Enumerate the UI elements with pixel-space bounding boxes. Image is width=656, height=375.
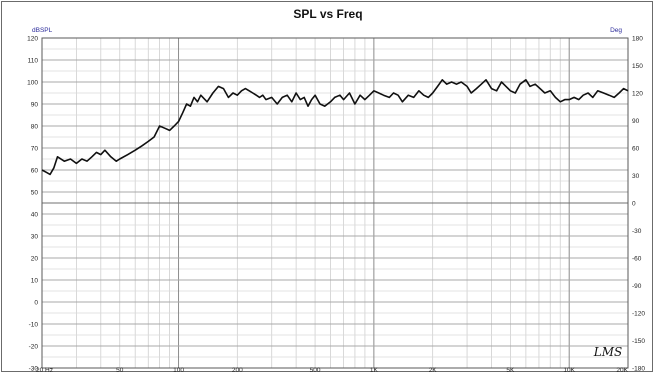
right-axis-unit: Deg bbox=[610, 27, 622, 34]
y-left-tick-label: 110 bbox=[28, 57, 39, 64]
y-right-tick-label: -90 bbox=[632, 283, 642, 290]
x-tick-label: 20K bbox=[616, 367, 628, 373]
x-tick-label: 10K bbox=[563, 367, 575, 373]
lms-logo: LMS bbox=[593, 345, 622, 359]
y-right-tick-label: -150 bbox=[632, 338, 645, 345]
y-right-tick-label: 150 bbox=[632, 63, 643, 70]
y-right-tick-label: -120 bbox=[632, 310, 645, 317]
spl-curve bbox=[41, 79, 629, 176]
y-left-tick-label: 50 bbox=[31, 189, 39, 196]
y-left-tick-label: 10 bbox=[31, 277, 39, 284]
y-axis-right-ticks: 180 150 120 90 60 30 0 -30 -60 -90 -120 -150 -180 bbox=[632, 35, 645, 372]
x-tick-label: 1K bbox=[370, 367, 379, 373]
y-right-tick-label: -180 bbox=[632, 365, 645, 372]
x-axis-ticks: 20 Hz 50 100 200 500 1K 2K 5K 10K 20K bbox=[36, 367, 629, 373]
x-tick-label: 5K bbox=[506, 367, 515, 373]
chart-title: SPL vs Freq bbox=[293, 7, 362, 21]
y-left-tick-label: 20 bbox=[31, 255, 39, 262]
x-tick-label: 2K bbox=[429, 367, 438, 373]
plot-area bbox=[41, 37, 629, 369]
x-tick-label: 50 bbox=[116, 367, 124, 373]
x-tick-label: 100 bbox=[173, 367, 184, 373]
y-left-tick-label: 90 bbox=[31, 101, 39, 108]
y-left-tick-label: -20 bbox=[29, 343, 39, 350]
grid-major bbox=[42, 38, 628, 368]
y-left-tick-label: 120 bbox=[27, 35, 38, 42]
y-left-tick-label: -30 bbox=[29, 365, 39, 372]
y-right-tick-label: 90 bbox=[632, 118, 640, 125]
y-right-tick-label: 60 bbox=[632, 145, 640, 152]
y-right-tick-label: 180 bbox=[632, 35, 643, 42]
x-tick-label: 20 Hz bbox=[36, 367, 53, 373]
y-right-tick-label: -30 bbox=[632, 228, 642, 235]
x-tick-label: 500 bbox=[310, 367, 321, 373]
y-right-tick-label: 30 bbox=[632, 173, 640, 180]
y-left-tick-label: 70 bbox=[31, 145, 39, 152]
y-left-tick-label: 40 bbox=[31, 211, 39, 218]
left-axis-unit: dBSPL bbox=[32, 27, 53, 34]
x-tick-label: 200 bbox=[232, 367, 243, 373]
y-left-tick-label: 30 bbox=[31, 233, 39, 240]
y-left-tick-label: 0 bbox=[34, 299, 38, 306]
y-left-tick-label: 60 bbox=[31, 167, 39, 174]
y-left-tick-label: 100 bbox=[27, 79, 38, 86]
y-left-tick-label: -10 bbox=[29, 321, 39, 328]
y-right-tick-label: -60 bbox=[632, 255, 642, 262]
y-right-tick-label: 120 bbox=[632, 90, 643, 97]
y-left-tick-label: 80 bbox=[31, 123, 39, 130]
y-right-tick-label: 0 bbox=[632, 200, 636, 207]
